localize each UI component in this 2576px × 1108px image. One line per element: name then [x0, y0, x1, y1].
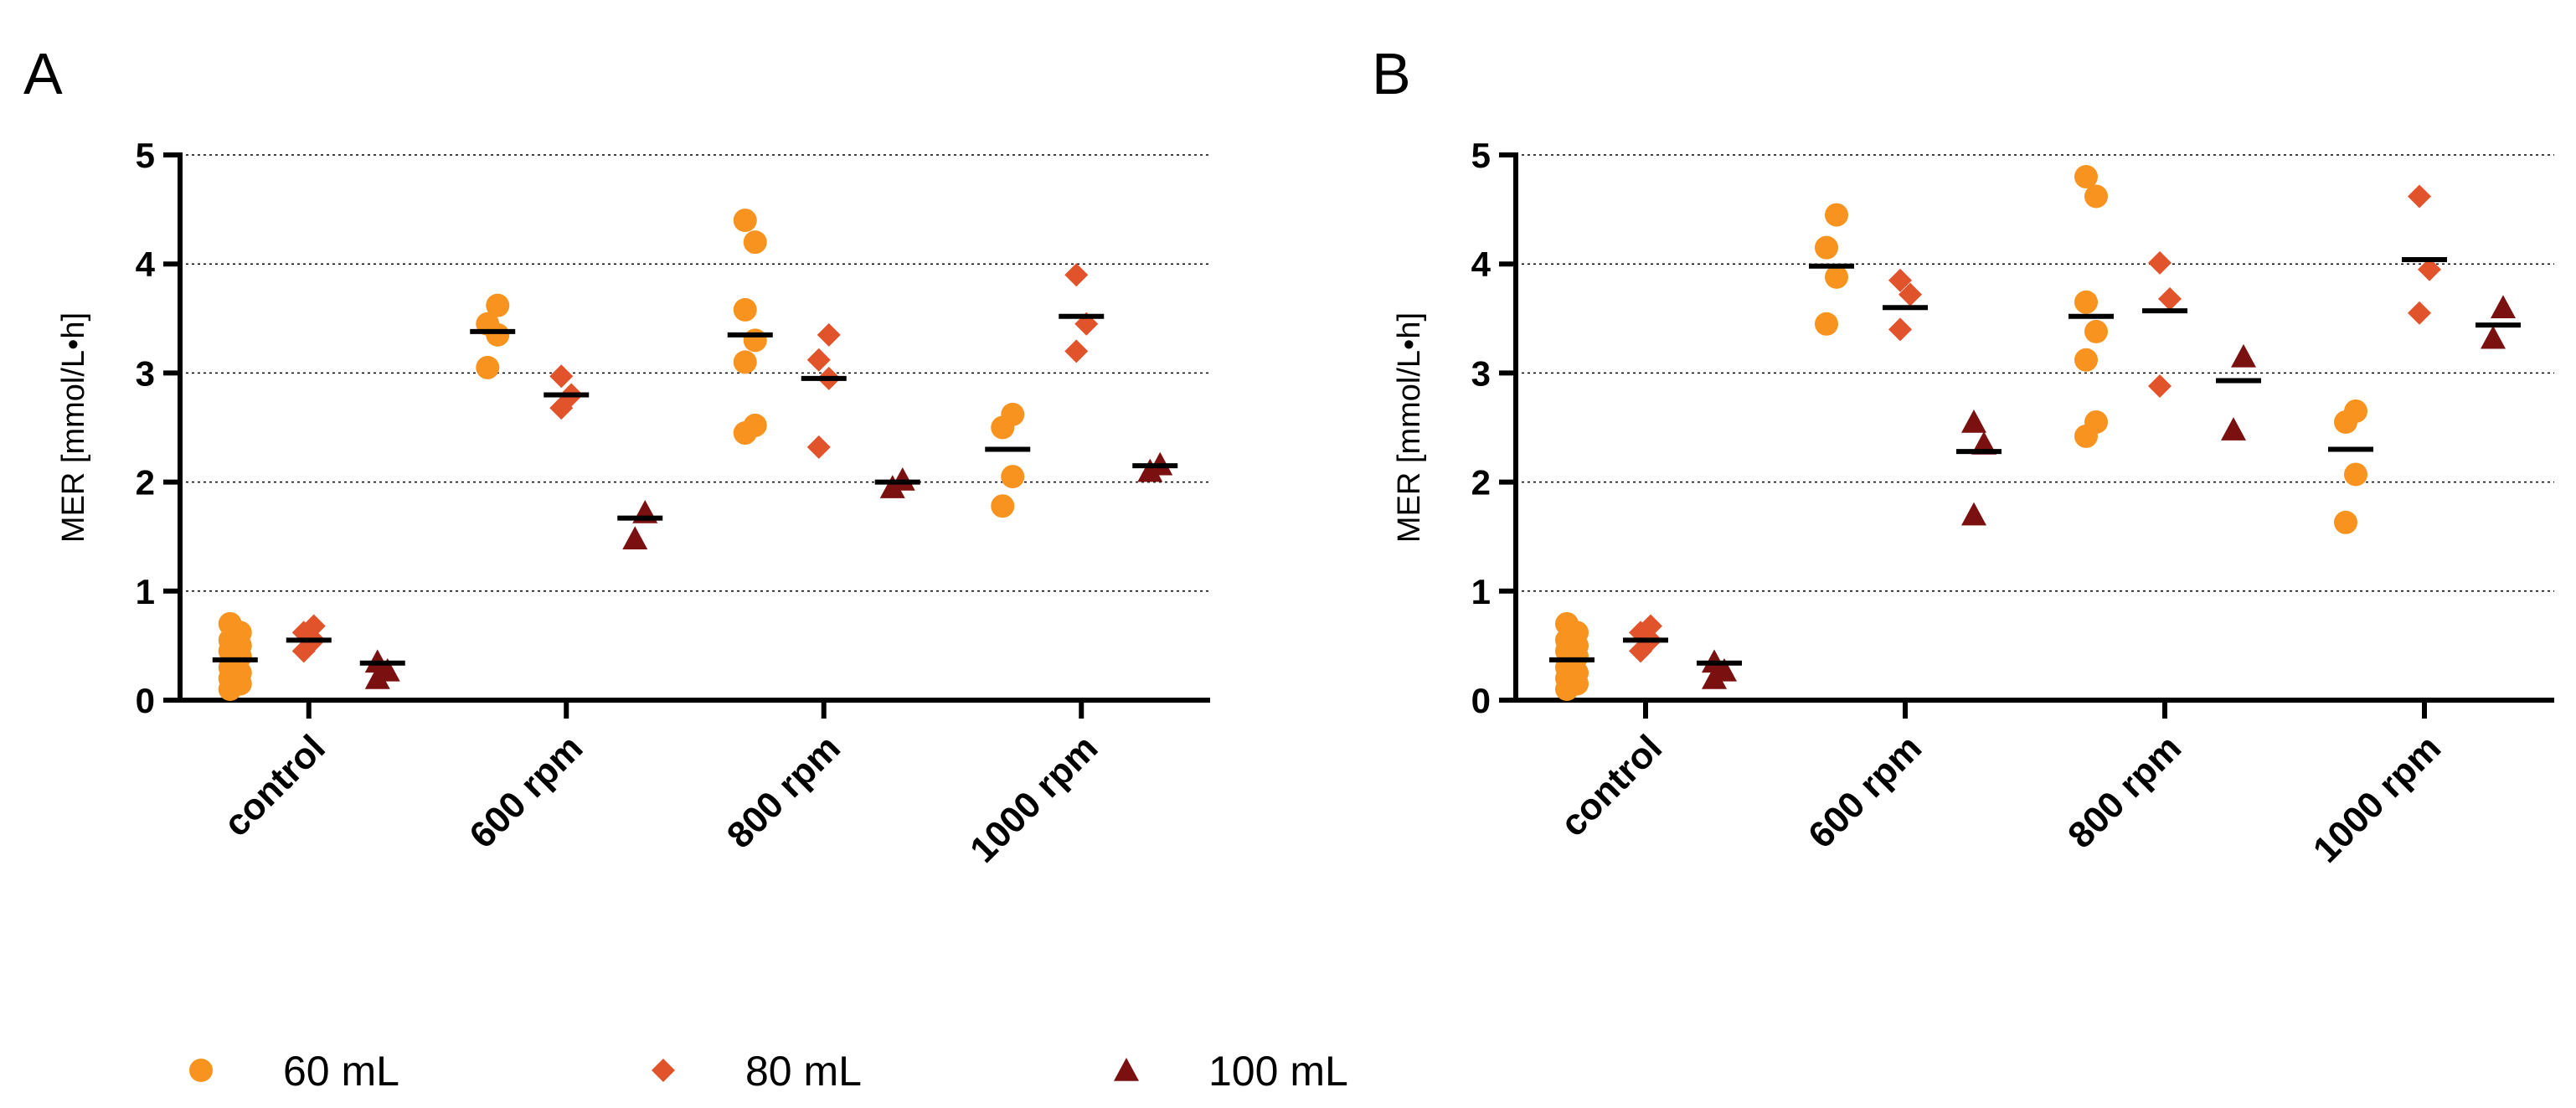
category-label: 1000 rpm	[962, 727, 1105, 870]
panel-label: B	[1372, 41, 1411, 106]
data-point	[1815, 312, 1838, 336]
data-point	[991, 494, 1015, 518]
data-point	[743, 230, 767, 255]
y-tick-label: 1	[136, 572, 155, 611]
legend-marker	[652, 1059, 675, 1082]
category-label: 800 rpm	[719, 727, 848, 856]
data-point	[1064, 339, 1089, 363]
data-point	[2084, 184, 2108, 209]
y-axis-label: MER [mmol/L•h]	[1392, 312, 1427, 543]
data-point	[2418, 257, 2441, 281]
data-point	[733, 297, 757, 322]
data-point	[889, 466, 915, 491]
data-point	[2408, 301, 2431, 325]
data-point	[817, 322, 841, 347]
data-point	[2231, 343, 2256, 368]
data-point	[2158, 286, 2182, 311]
y-tick-label: 5	[136, 136, 155, 175]
data-point	[806, 435, 831, 459]
data-point	[1815, 235, 1838, 260]
y-tick-label: 3	[136, 353, 155, 393]
data-point	[486, 293, 510, 317]
data-point	[2344, 462, 2367, 487]
data-point	[2334, 510, 2357, 534]
legend: 60 mL 80 mL 100 mL	[189, 1048, 1348, 1095]
data-point	[2148, 374, 2172, 399]
category-label: control	[1553, 727, 1670, 844]
data-point	[1001, 402, 1025, 426]
y-axis-label: MER [mmol/L•h]	[56, 312, 91, 543]
panel-label: A	[23, 41, 63, 106]
data-point	[1961, 409, 1986, 433]
y-tick-label: 3	[1471, 353, 1491, 393]
data-point	[2084, 319, 2108, 343]
panel-a: A 0 1 2 3 4 5 MER [mmol/L•h] control 600 rpm 800 r…	[23, 41, 1210, 871]
data-point	[549, 364, 574, 389]
data-point	[1888, 317, 1912, 342]
y-tick-label: 1	[1471, 572, 1491, 611]
category-label: 600 rpm	[1801, 727, 1929, 856]
y-tick-label: 4	[1471, 245, 1492, 284]
category-label: control	[216, 727, 333, 844]
category-label: 600 rpm	[461, 727, 590, 856]
data-point	[1064, 263, 1089, 287]
data-point	[1888, 268, 1912, 292]
data-point	[301, 614, 326, 638]
y-tick-label: 5	[1471, 136, 1491, 175]
data-point	[2344, 399, 2367, 423]
data-point	[2148, 250, 2172, 275]
panel-b: B 0 1 2 3 4 5 MER [mmol/L•h] control 600 rpm 800 r…	[1372, 41, 2554, 871]
data-point	[733, 209, 757, 233]
data-point	[2408, 184, 2431, 209]
y-tick-label: 4	[136, 245, 156, 284]
legend-label: 80 mL	[745, 1048, 862, 1095]
data-point	[1001, 465, 1025, 489]
data-point	[1825, 203, 1848, 227]
legend-label: 60 mL	[283, 1048, 399, 1095]
category-label: 1000 rpm	[2306, 727, 2449, 870]
y-tick-label: 2	[1471, 463, 1491, 502]
data-point	[2074, 165, 2098, 189]
legend-label: 100 mL	[1208, 1048, 1348, 1095]
data-point	[1639, 614, 1662, 638]
data-point	[2074, 290, 2098, 314]
data-point	[2481, 325, 2506, 349]
legend-marker	[1114, 1058, 1139, 1081]
data-point	[622, 526, 648, 550]
data-point	[733, 350, 757, 374]
y-tick-label: 0	[136, 681, 155, 720]
y-tick-label: 0	[1471, 681, 1491, 720]
data-point	[743, 413, 767, 437]
data-point	[743, 328, 767, 353]
data-point	[2084, 410, 2108, 434]
data-point	[1825, 265, 1848, 289]
data-point	[1137, 458, 1163, 482]
data-point	[806, 348, 831, 372]
data-point	[2491, 295, 2516, 319]
data-point	[2074, 348, 2098, 372]
category-label: 800 rpm	[2060, 727, 2189, 856]
y-tick-label: 2	[136, 463, 155, 502]
legend-marker	[189, 1059, 213, 1082]
data-point	[218, 611, 242, 636]
data-point	[1555, 611, 1579, 636]
data-point	[1971, 431, 1996, 455]
data-point	[2221, 417, 2246, 441]
data-point	[476, 355, 500, 379]
data-point	[1899, 282, 1922, 307]
data-point	[1961, 502, 1986, 526]
